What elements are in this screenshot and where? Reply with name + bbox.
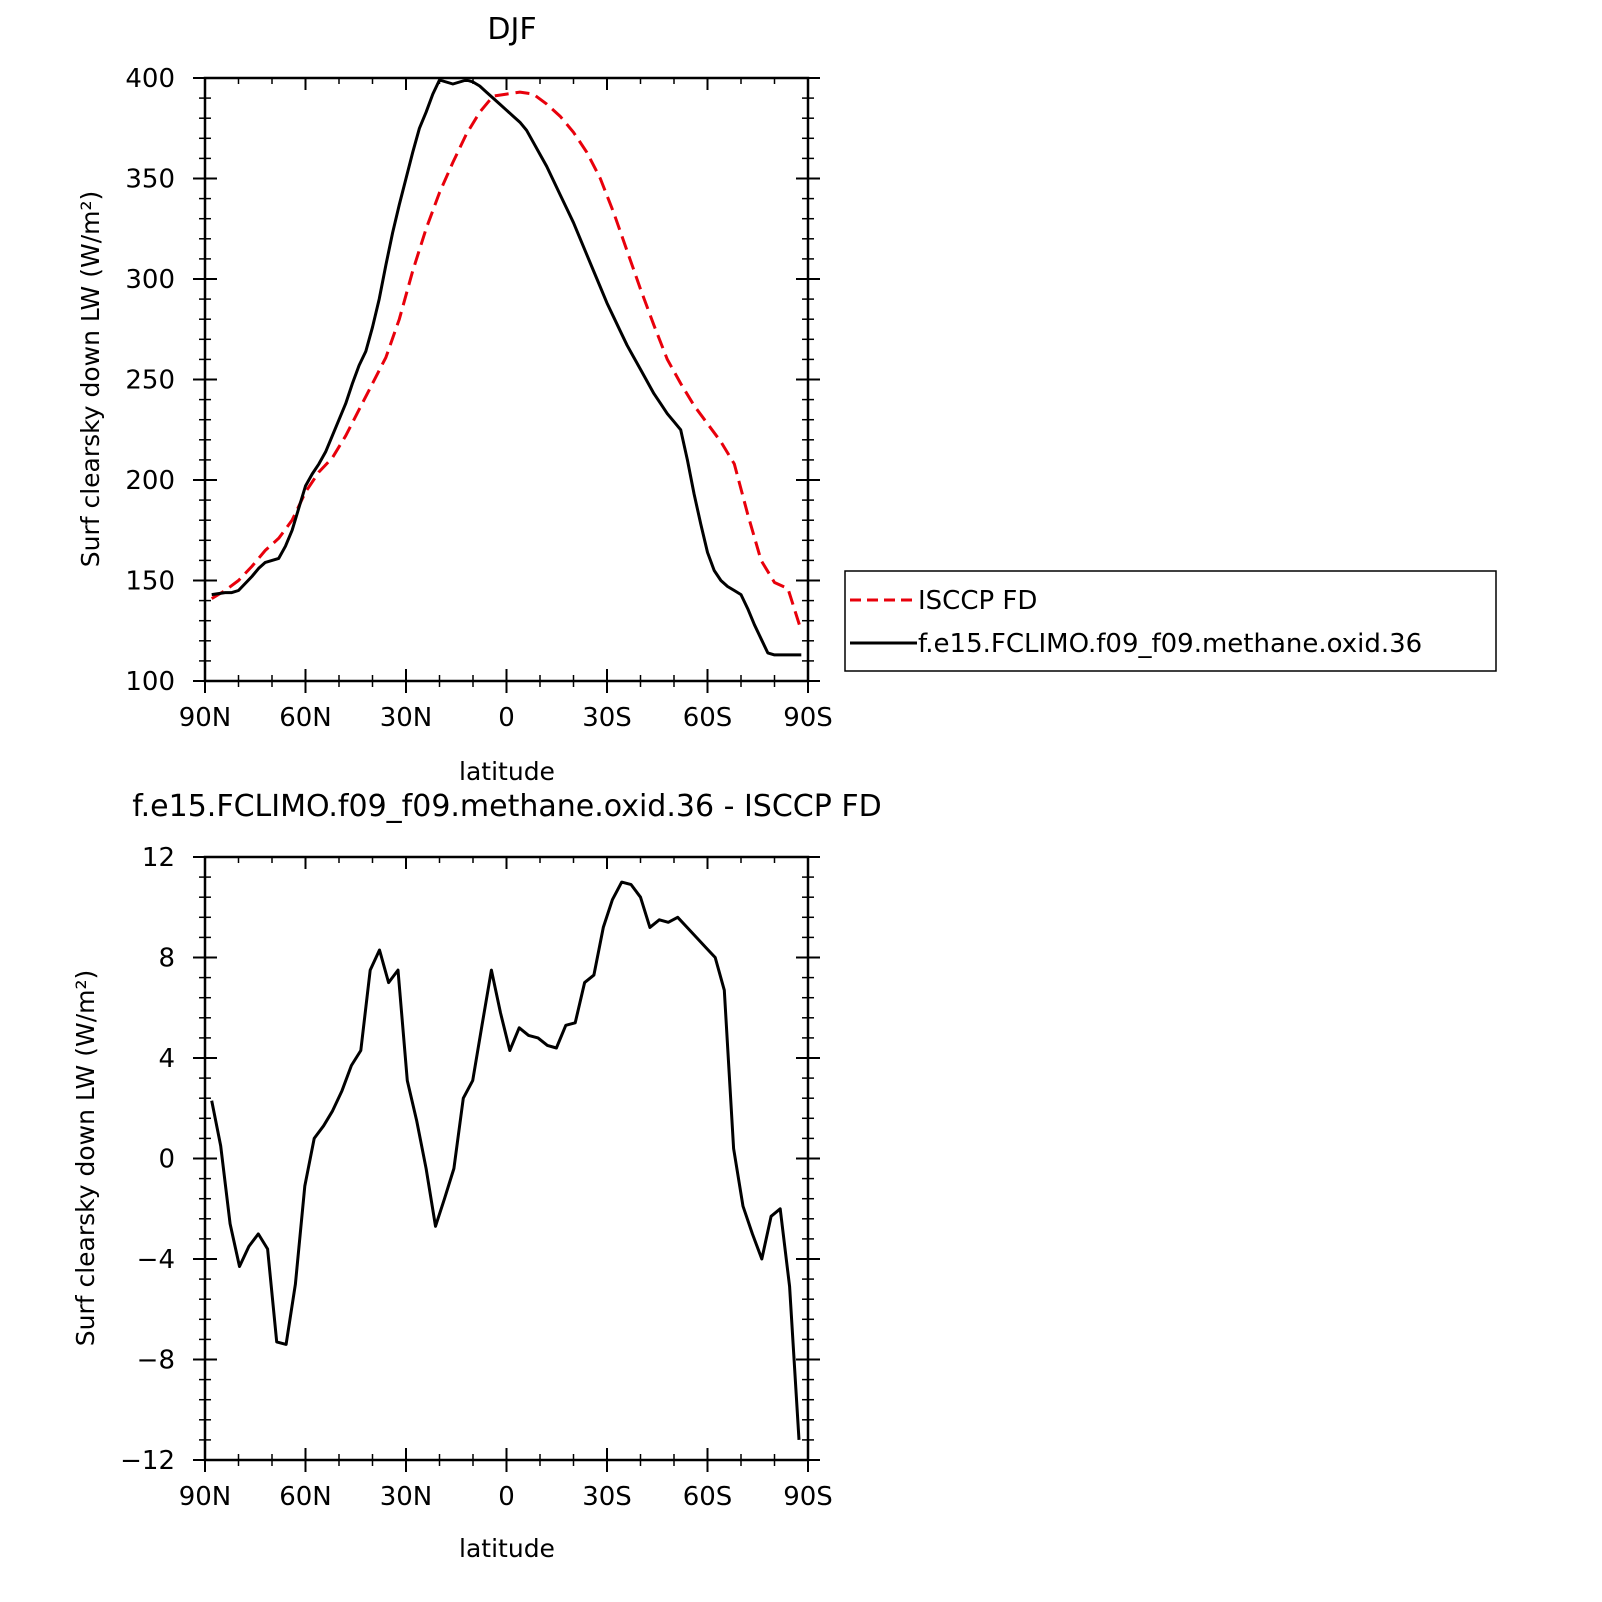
x-tick-label: 90N [179,1482,232,1512]
y-axis-label: Surf clearsky down LW (W/m²) [76,191,105,568]
bottom-ticks: 90N 60N 30N 0 30S 60S 90S −12 −8 −4 0 4 8 12 [120,843,833,1512]
x-tick-label: 60S [683,703,733,733]
y-tick-label: 100 [125,667,175,697]
x-axis-label-bottom: latitude [459,1534,555,1563]
y-tick-label: −8 [137,1346,175,1376]
y-tick-label: 8 [158,944,175,974]
series-line-0-1 [211,78,802,657]
legend-box [844,570,1497,672]
y-tick-label: 400 [125,64,175,94]
chart-title-bottom: f.e15.FCLIMO.f09_f09.methane.oxid.36 - I… [132,789,881,824]
series-line-1-0 [210,880,801,1440]
top-ticks: 90N 60N 30N 0 30S 60S 90S 100 150 200 250 300 350 400 [125,64,832,733]
legend-label-isccp: ISCCP FD [918,586,1037,616]
y-tick-label: −12 [120,1446,175,1476]
y-tick-label: 4 [158,1044,175,1074]
y-axis-label-bottom: Surf clearsky down LW (W/m²) [71,970,100,1347]
bottom-plot-frame [203,855,810,1462]
y-tick-label: −4 [137,1245,175,1275]
x-tick-label: 90N [179,703,232,733]
bottom-series-group [210,880,801,1440]
x-tick-label: 60N [279,1482,332,1512]
x-tick-label: 0 [498,1482,515,1512]
x-tick-label: 30N [380,703,433,733]
top-plot-frame [203,76,810,683]
y-tick-label: 200 [125,466,175,496]
series-line-0-0 [210,90,803,632]
x-tick-label: 60N [279,703,332,733]
y-tick-label: 12 [142,843,175,873]
x-tick-label: 30N [380,1482,433,1512]
legend-label-model: f.e15.FCLIMO.f09_f09.methane.oxid.36 [918,629,1422,659]
y-tick-label: 150 [125,567,175,597]
x-tick-label: 90S [783,703,833,733]
y-tick-label: 350 [125,165,175,195]
top-series-group [210,78,803,657]
y-tick-label: 300 [125,265,175,295]
x-tick-label: 30S [582,1482,632,1512]
x-tick-label: 60S [683,1482,733,1512]
y-tick-label: 0 [158,1145,175,1175]
x-tick-label: 90S [783,1482,833,1512]
panel-bottom: f.e15.FCLIMO.f09_f09.methane.oxid.36 - I… [71,789,882,1563]
legend: ISCCP FD f.e15.FCLIMO.f09_f09.methane.ox… [844,570,1497,672]
x-axis-label: latitude [459,757,555,786]
y-tick-label: 250 [125,366,175,396]
x-tick-label: 30S [582,703,632,733]
x-tick-label: 0 [498,703,515,733]
panel-top: DJF 90N 60N 30N 0 30S 60S 90S 100 150 200 250 300 35… [76,12,833,786]
chart-title: DJF [487,12,536,47]
